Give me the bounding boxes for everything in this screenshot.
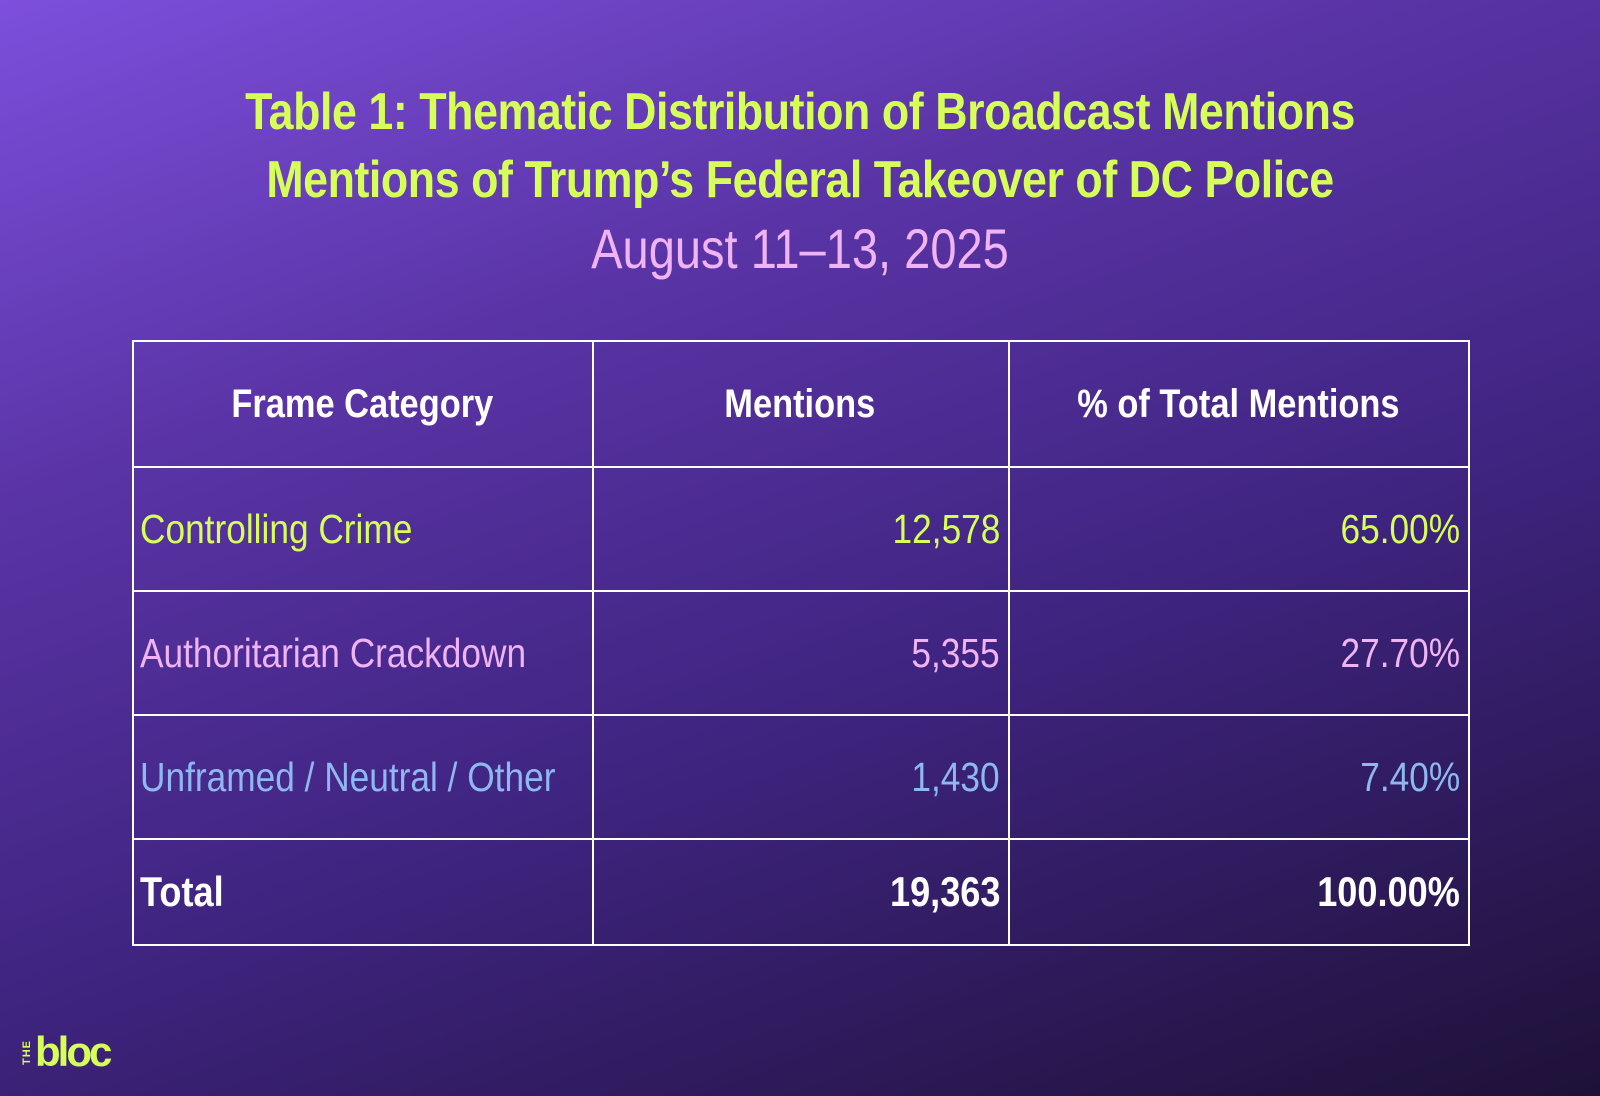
column-header-label: Mentions <box>724 381 876 426</box>
cell-mentions: 5,355 <box>592 590 1010 716</box>
table-row: Authoritarian Crackdown 5,355 27.70% <box>132 590 1470 716</box>
column-header-mentions: Mentions <box>592 340 1010 468</box>
category-label: Unframed / Neutral / Other <box>140 753 556 800</box>
cell-category: Unframed / Neutral / Other <box>132 714 594 840</box>
category-label: Controlling Crime <box>140 505 413 552</box>
column-header-frame-category: Frame Category <box>132 340 594 468</box>
date-range: August 11–13, 2025 <box>591 217 1009 280</box>
cell-total-percent: 100.00% <box>1008 838 1470 946</box>
cell-total-label: Total <box>132 838 594 946</box>
cell-mentions: 12,578 <box>592 466 1010 592</box>
cell-mentions: 1,430 <box>592 714 1010 840</box>
cell-total-mentions: 19,363 <box>592 838 1010 946</box>
mentions-value: 12,578 <box>892 505 1000 552</box>
percent-value: 65.00% <box>1340 505 1460 552</box>
percent-value: 27.70% <box>1340 629 1460 676</box>
cell-category: Authoritarian Crackdown <box>132 590 594 716</box>
cell-percent: 7.40% <box>1008 714 1470 840</box>
mentions-value: 1,430 <box>911 753 1000 800</box>
logo-the-text: THE <box>21 1039 33 1065</box>
title-block: Table 1: Thematic Distribution of Broadc… <box>0 78 1600 284</box>
table-row: Controlling Crime 12,578 65.00% <box>132 466 1470 592</box>
percent-value: 7.40% <box>1360 753 1460 800</box>
table-header-row: Frame Category Mentions % of Total Menti… <box>132 340 1470 468</box>
cell-percent: 27.70% <box>1008 590 1470 716</box>
category-label: Authoritarian Crackdown <box>140 629 527 676</box>
total-mentions-value: 19,363 <box>889 868 1000 915</box>
column-header-percent: % of Total Mentions <box>1008 340 1470 468</box>
logo-bloc-text: bloc <box>35 1028 112 1075</box>
column-header-label: % of Total Mentions <box>1076 381 1400 426</box>
chart-title: Table 1: Thematic Distribution of Broadc… <box>245 83 1355 141</box>
column-header-label: Frame Category <box>231 381 493 426</box>
mentions-value: 5,355 <box>911 629 1000 676</box>
total-row: Total 19,363 100.00% <box>132 838 1470 946</box>
total-percent-value: 100.00% <box>1317 868 1460 915</box>
table-row: Unframed / Neutral / Other 1,430 7.40% <box>132 714 1470 840</box>
the-bloc-logo: THE bloc <box>21 1028 112 1075</box>
cell-percent: 65.00% <box>1008 466 1470 592</box>
cell-category: Controlling Crime <box>132 466 594 592</box>
data-table: Frame Category Mentions % of Total Menti… <box>132 340 1470 946</box>
total-label: Total <box>140 868 224 915</box>
chart-subtitle: Mentions of Trump’s Federal Takeover of … <box>266 151 1334 209</box>
